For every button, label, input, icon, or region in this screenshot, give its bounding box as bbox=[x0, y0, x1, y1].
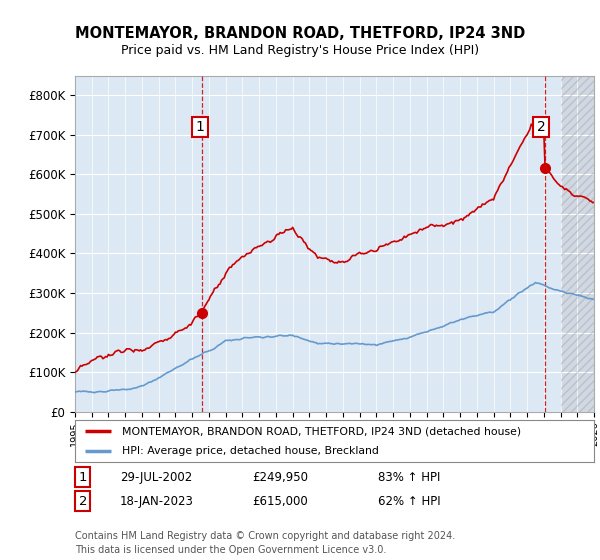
Text: 62% ↑ HPI: 62% ↑ HPI bbox=[378, 494, 440, 508]
Text: 1: 1 bbox=[196, 120, 205, 134]
Text: £615,000: £615,000 bbox=[252, 494, 308, 508]
Text: 83% ↑ HPI: 83% ↑ HPI bbox=[378, 470, 440, 484]
Text: HPI: Average price, detached house, Breckland: HPI: Average price, detached house, Brec… bbox=[122, 446, 379, 456]
Text: MONTEMAYOR, BRANDON ROAD, THETFORD, IP24 3ND: MONTEMAYOR, BRANDON ROAD, THETFORD, IP24… bbox=[75, 26, 525, 41]
Text: £249,950: £249,950 bbox=[252, 470, 308, 484]
Text: 1: 1 bbox=[79, 470, 87, 484]
Text: Contains HM Land Registry data © Crown copyright and database right 2024.
This d: Contains HM Land Registry data © Crown c… bbox=[75, 531, 455, 555]
Bar bbox=[560, 76, 600, 412]
Bar bbox=[560, 76, 600, 412]
Text: 29-JUL-2002: 29-JUL-2002 bbox=[120, 470, 192, 484]
Text: 2: 2 bbox=[537, 120, 545, 134]
Text: Price paid vs. HM Land Registry's House Price Index (HPI): Price paid vs. HM Land Registry's House … bbox=[121, 44, 479, 57]
Text: MONTEMAYOR, BRANDON ROAD, THETFORD, IP24 3ND (detached house): MONTEMAYOR, BRANDON ROAD, THETFORD, IP24… bbox=[122, 426, 521, 436]
Text: 18-JAN-2023: 18-JAN-2023 bbox=[120, 494, 194, 508]
Text: 2: 2 bbox=[79, 494, 87, 508]
